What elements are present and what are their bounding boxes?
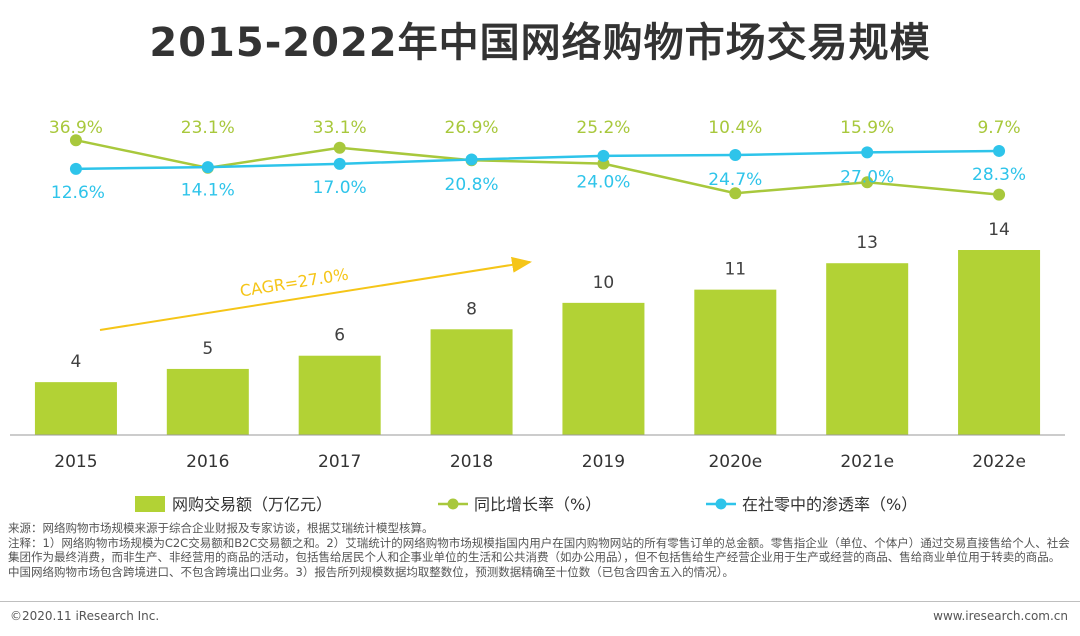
cagr-annotation: CAGR=27.0% [239, 265, 350, 301]
legend-penetration-marker [715, 498, 727, 510]
x-tick-label: 2017 [318, 452, 361, 472]
legend-bar-swatch [135, 496, 165, 512]
legend-penetration-label: 在社零中的渗透率（%） [742, 495, 917, 514]
growth-rate-label: 10.4% [708, 118, 762, 138]
source-note: 来源：网络购物市场规模来源于综合企业财报及专家访谈，根据艾瑞统计模型核算。 [8, 521, 434, 535]
bar-value-label: 6 [334, 326, 345, 346]
legend-bar-label: 网购交易额（万亿元） [172, 495, 332, 514]
penetration-label: 27.0% [840, 167, 894, 187]
bar-2017 [298, 355, 381, 435]
bar-value-label: 10 [593, 273, 615, 293]
penetration-point [993, 144, 1006, 157]
bar-2015 [34, 382, 117, 435]
bar-2020e [694, 289, 777, 435]
growth-rate-line [75, 138, 1000, 196]
legend-growth-marker [447, 498, 459, 510]
penetration-point [69, 162, 82, 175]
growth-rate-label: 9.7% [977, 118, 1020, 138]
penetration-label: 28.3% [972, 165, 1026, 185]
x-tick-label: 2018 [450, 452, 493, 472]
growth-rate-label: 23.1% [181, 118, 235, 138]
chart-notes: 来源：网络购物市场规模来源于综合企业财报及专家访谈，根据艾瑞统计模型核算。 注释… [8, 521, 1070, 579]
penetration-point [729, 149, 742, 162]
x-tick-label: 2020e [708, 452, 762, 472]
copyright: ©2020.11 iResearch Inc. [10, 609, 160, 623]
bar-2021e [826, 263, 909, 435]
bar-2022e [958, 250, 1041, 435]
website-link[interactable]: www.iresearch.com.cn [933, 609, 1068, 623]
penetration-label: 12.6% [51, 183, 105, 203]
growth-rate-label: 36.9% [49, 118, 103, 138]
bar-2016 [166, 368, 249, 435]
penetration-label: 24.7% [708, 170, 762, 190]
growth-rate-point [729, 187, 742, 200]
growth-rate-label: 25.2% [576, 118, 630, 138]
x-tick-label: 2021e [840, 452, 894, 472]
chart: 4 5 6 8 10 11 13 14 2015 2016 2017 2018 2019 2020e 202… [10, 118, 1065, 514]
bar-value-label: 8 [466, 299, 477, 319]
footer-divider [0, 601, 1080, 602]
penetration-label: 20.8% [445, 175, 499, 195]
bar-value-label: 5 [202, 339, 213, 359]
bar-value-label: 14 [988, 220, 1010, 240]
x-tick-label: 2015 [54, 452, 97, 472]
penetration-point [861, 146, 874, 159]
penetration-label: 14.1% [181, 180, 235, 200]
growth-rate-point [69, 134, 82, 147]
bar-value-label: 11 [724, 260, 746, 280]
growth-rate-label: 33.1% [313, 118, 367, 138]
bar-value-label: 4 [71, 352, 82, 372]
footnote: 注释：1）网络购物市场规模为C2C交易额和B2C交易额之和。2）艾瑞统计的网络购… [8, 535, 1070, 579]
growth-rate-point [861, 176, 874, 189]
bar-2019 [562, 302, 645, 435]
growth-rate-point [333, 141, 346, 154]
chart-title: 2015-2022年中国网络购物市场交易规模 [149, 20, 931, 66]
x-tick-label: 2019 [582, 452, 625, 472]
bar-2018 [430, 329, 513, 435]
penetration-label: 17.0% [313, 178, 367, 198]
penetration-label: 24.0% [576, 173, 630, 193]
growth-rate-point [993, 188, 1006, 201]
growth-rate-label: 26.9% [445, 118, 499, 138]
penetration-point [333, 157, 346, 170]
penetration-point [465, 153, 478, 166]
growth-rate-label: 15.9% [840, 118, 894, 138]
bar-value-label: 13 [856, 233, 878, 253]
penetration-point [201, 161, 214, 174]
penetration-line [75, 149, 1000, 171]
penetration-point [597, 149, 610, 162]
x-tick-label: 2022e [972, 452, 1026, 472]
x-tick-label: 2016 [186, 452, 229, 472]
legend-growth-label: 同比增长率（%） [474, 495, 601, 514]
cagr-arrow [99, 256, 532, 331]
